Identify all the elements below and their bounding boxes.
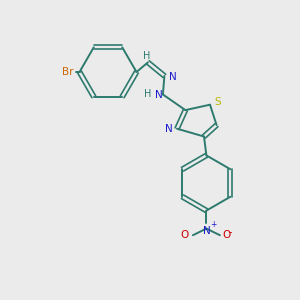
Text: N: N — [155, 89, 163, 100]
Text: +: + — [210, 220, 216, 229]
Text: O: O — [222, 230, 230, 240]
Text: S: S — [215, 97, 221, 107]
Text: N: N — [169, 72, 176, 82]
Text: N: N — [165, 124, 173, 134]
Text: H: H — [144, 89, 152, 99]
Text: O: O — [181, 230, 189, 240]
Text: N: N — [202, 226, 210, 236]
Text: H: H — [143, 51, 150, 61]
Text: -: - — [228, 227, 232, 237]
Text: Br: Br — [62, 67, 73, 77]
